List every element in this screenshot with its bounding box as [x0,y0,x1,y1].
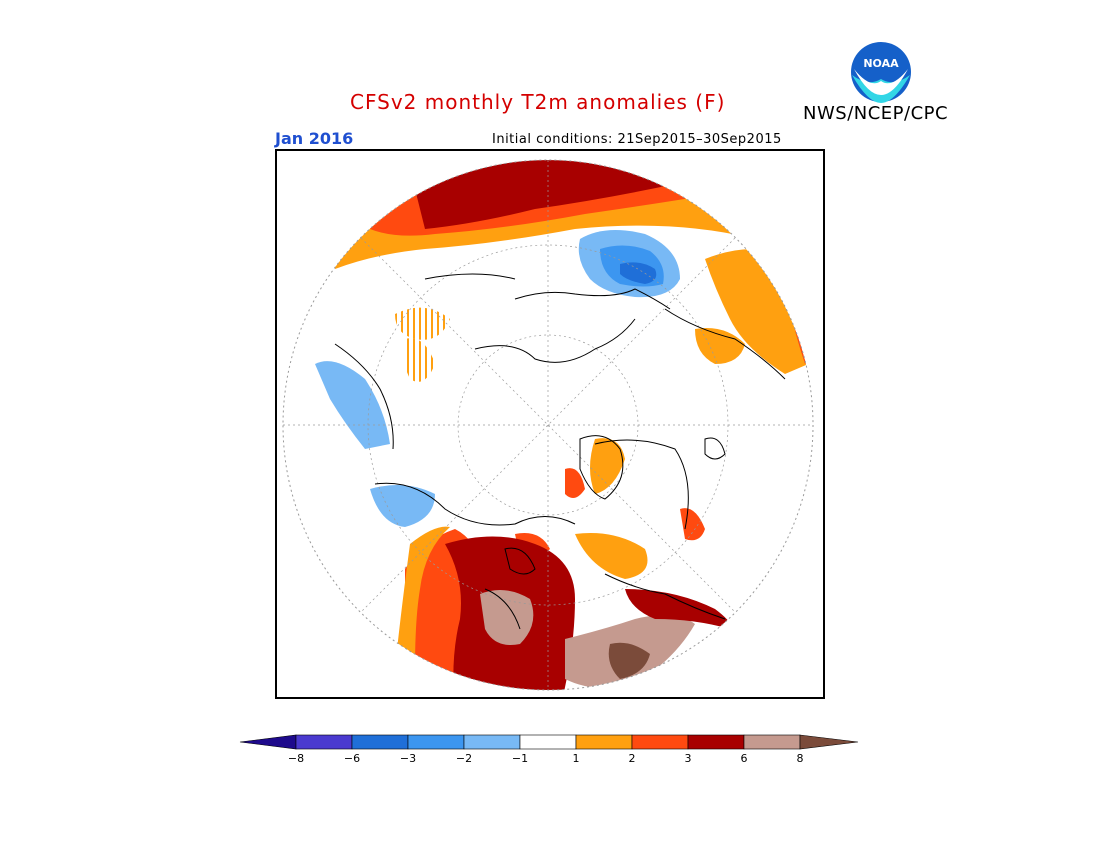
colorbar-swatch [463,734,521,750]
colorbar-over-arrow [799,734,859,750]
colorbar-swatch [519,734,577,750]
anomaly-field [315,160,813,690]
colorbar-swatch [407,734,465,750]
anomaly-region-labrador-plus3 [625,589,731,629]
agency-label: NWS/NCEP/CPC [803,103,949,124]
colorbar-tick-label: 2 [629,752,636,765]
colorbar-swatch [687,734,745,750]
colorbar-tick-label: −2 [456,752,472,765]
colorbar-swatch [351,734,409,750]
anomaly-region-westnam-plus1 [395,526,450,669]
chart-title: CFSv2 monthly T2m anomalies (F) [350,90,726,114]
anomaly-region-east-canada-plus8 [608,642,650,679]
target-month: Jan 2016 [275,129,354,148]
colorbar-swatch [631,734,689,750]
anomaly-region-pacific-minus1 [370,485,435,527]
colorbar-swatch [743,734,801,750]
anomaly-region-archipelago-plus1 [575,533,648,579]
noaa-logo: NOAA [851,42,911,103]
colorbar-under-arrow [239,734,297,750]
anomaly-region-iceland-plus2 [680,508,705,541]
colorbar-tick-label: 1 [573,752,580,765]
anomaly-region-asia-plus1 [395,307,450,340]
noaa-logo-text: NOAA [863,57,899,70]
anomaly-region-mideast-plus1 [695,328,745,364]
polar-map [275,149,825,699]
colorbar-tick-label: −8 [288,752,304,765]
colorbar-tick-label: 6 [741,752,748,765]
colorbar-swatches [239,734,859,750]
anomaly-region-siberia-plus3 [415,160,675,229]
anomaly-region-greenland-plus2 [565,468,585,498]
anomaly-region-greenland-plus1 [590,438,625,494]
colorbar-tick-label: 3 [685,752,692,765]
anomaly-region-alaska-minus1 [315,361,390,449]
colorbar-swatch [295,734,353,750]
colorbar-tick-label: −1 [512,752,528,765]
anomaly-region-asia-plus1-b [403,338,435,382]
initial-conditions: Initial conditions: 21Sep2015–30Sep2015 [492,132,782,147]
colorbar-ticks: −8 −6 −3 −2 −1 1 2 3 6 8 [288,752,804,765]
map-boundary-circle [282,159,814,691]
colorbar: −8 −6 −3 −2 −1 1 2 3 6 8 [239,734,859,765]
anomaly-region-canada-plus6 [480,590,534,645]
colorbar-tick-label: −3 [400,752,416,765]
anomaly-region-scandinavia-minus3 [620,262,657,284]
colorbar-swatch [575,734,633,750]
graticule [283,160,813,690]
coastlines [334,273,786,630]
colorbar-tick-label: −6 [344,752,360,765]
colorbar-tick-label: 8 [797,752,804,765]
map-frame [275,149,825,699]
